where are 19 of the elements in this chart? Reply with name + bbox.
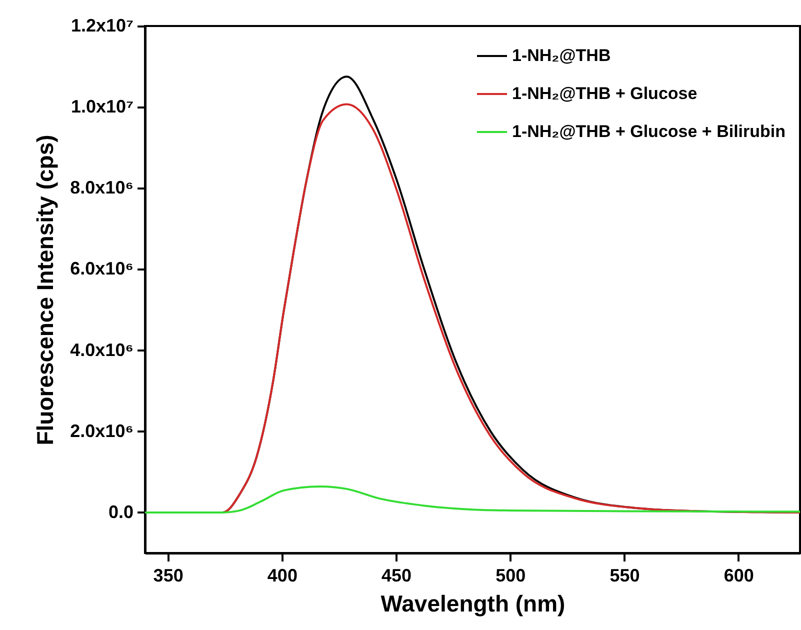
legend-label: 1-NH₂@THB + Glucose + Bilirubin	[512, 122, 786, 141]
y-tick-label: 8.0x10⁶	[70, 178, 134, 198]
y-tick-label: 1.2x10⁷	[71, 16, 134, 36]
legend-label: 1-NH₂@THB + Glucose	[512, 84, 698, 103]
x-axis-title: Wavelength (nm)	[380, 590, 566, 616]
x-tick-label: 350	[153, 566, 184, 586]
y-axis-title: Fluorescence Intensity (cps)	[32, 134, 58, 446]
y-tick-label: 2.0x10⁶	[70, 420, 134, 441]
legend-label: 1-NH₂@THB	[512, 46, 611, 65]
x-tick-label: 500	[496, 566, 526, 586]
line-series	[145, 486, 800, 514]
x-tick-label: 550	[610, 566, 640, 586]
y-tick-label: 6.0x10⁶	[70, 258, 134, 279]
y-tick-label: 0.0	[108, 502, 134, 522]
y-tick-label: 4.0x10⁶	[70, 340, 134, 360]
x-tick-label: 450	[382, 566, 412, 586]
y-tick-label: 1.0x10⁷	[71, 96, 134, 117]
x-tick-label: 600	[724, 566, 754, 586]
x-tick-label: 400	[267, 566, 298, 586]
